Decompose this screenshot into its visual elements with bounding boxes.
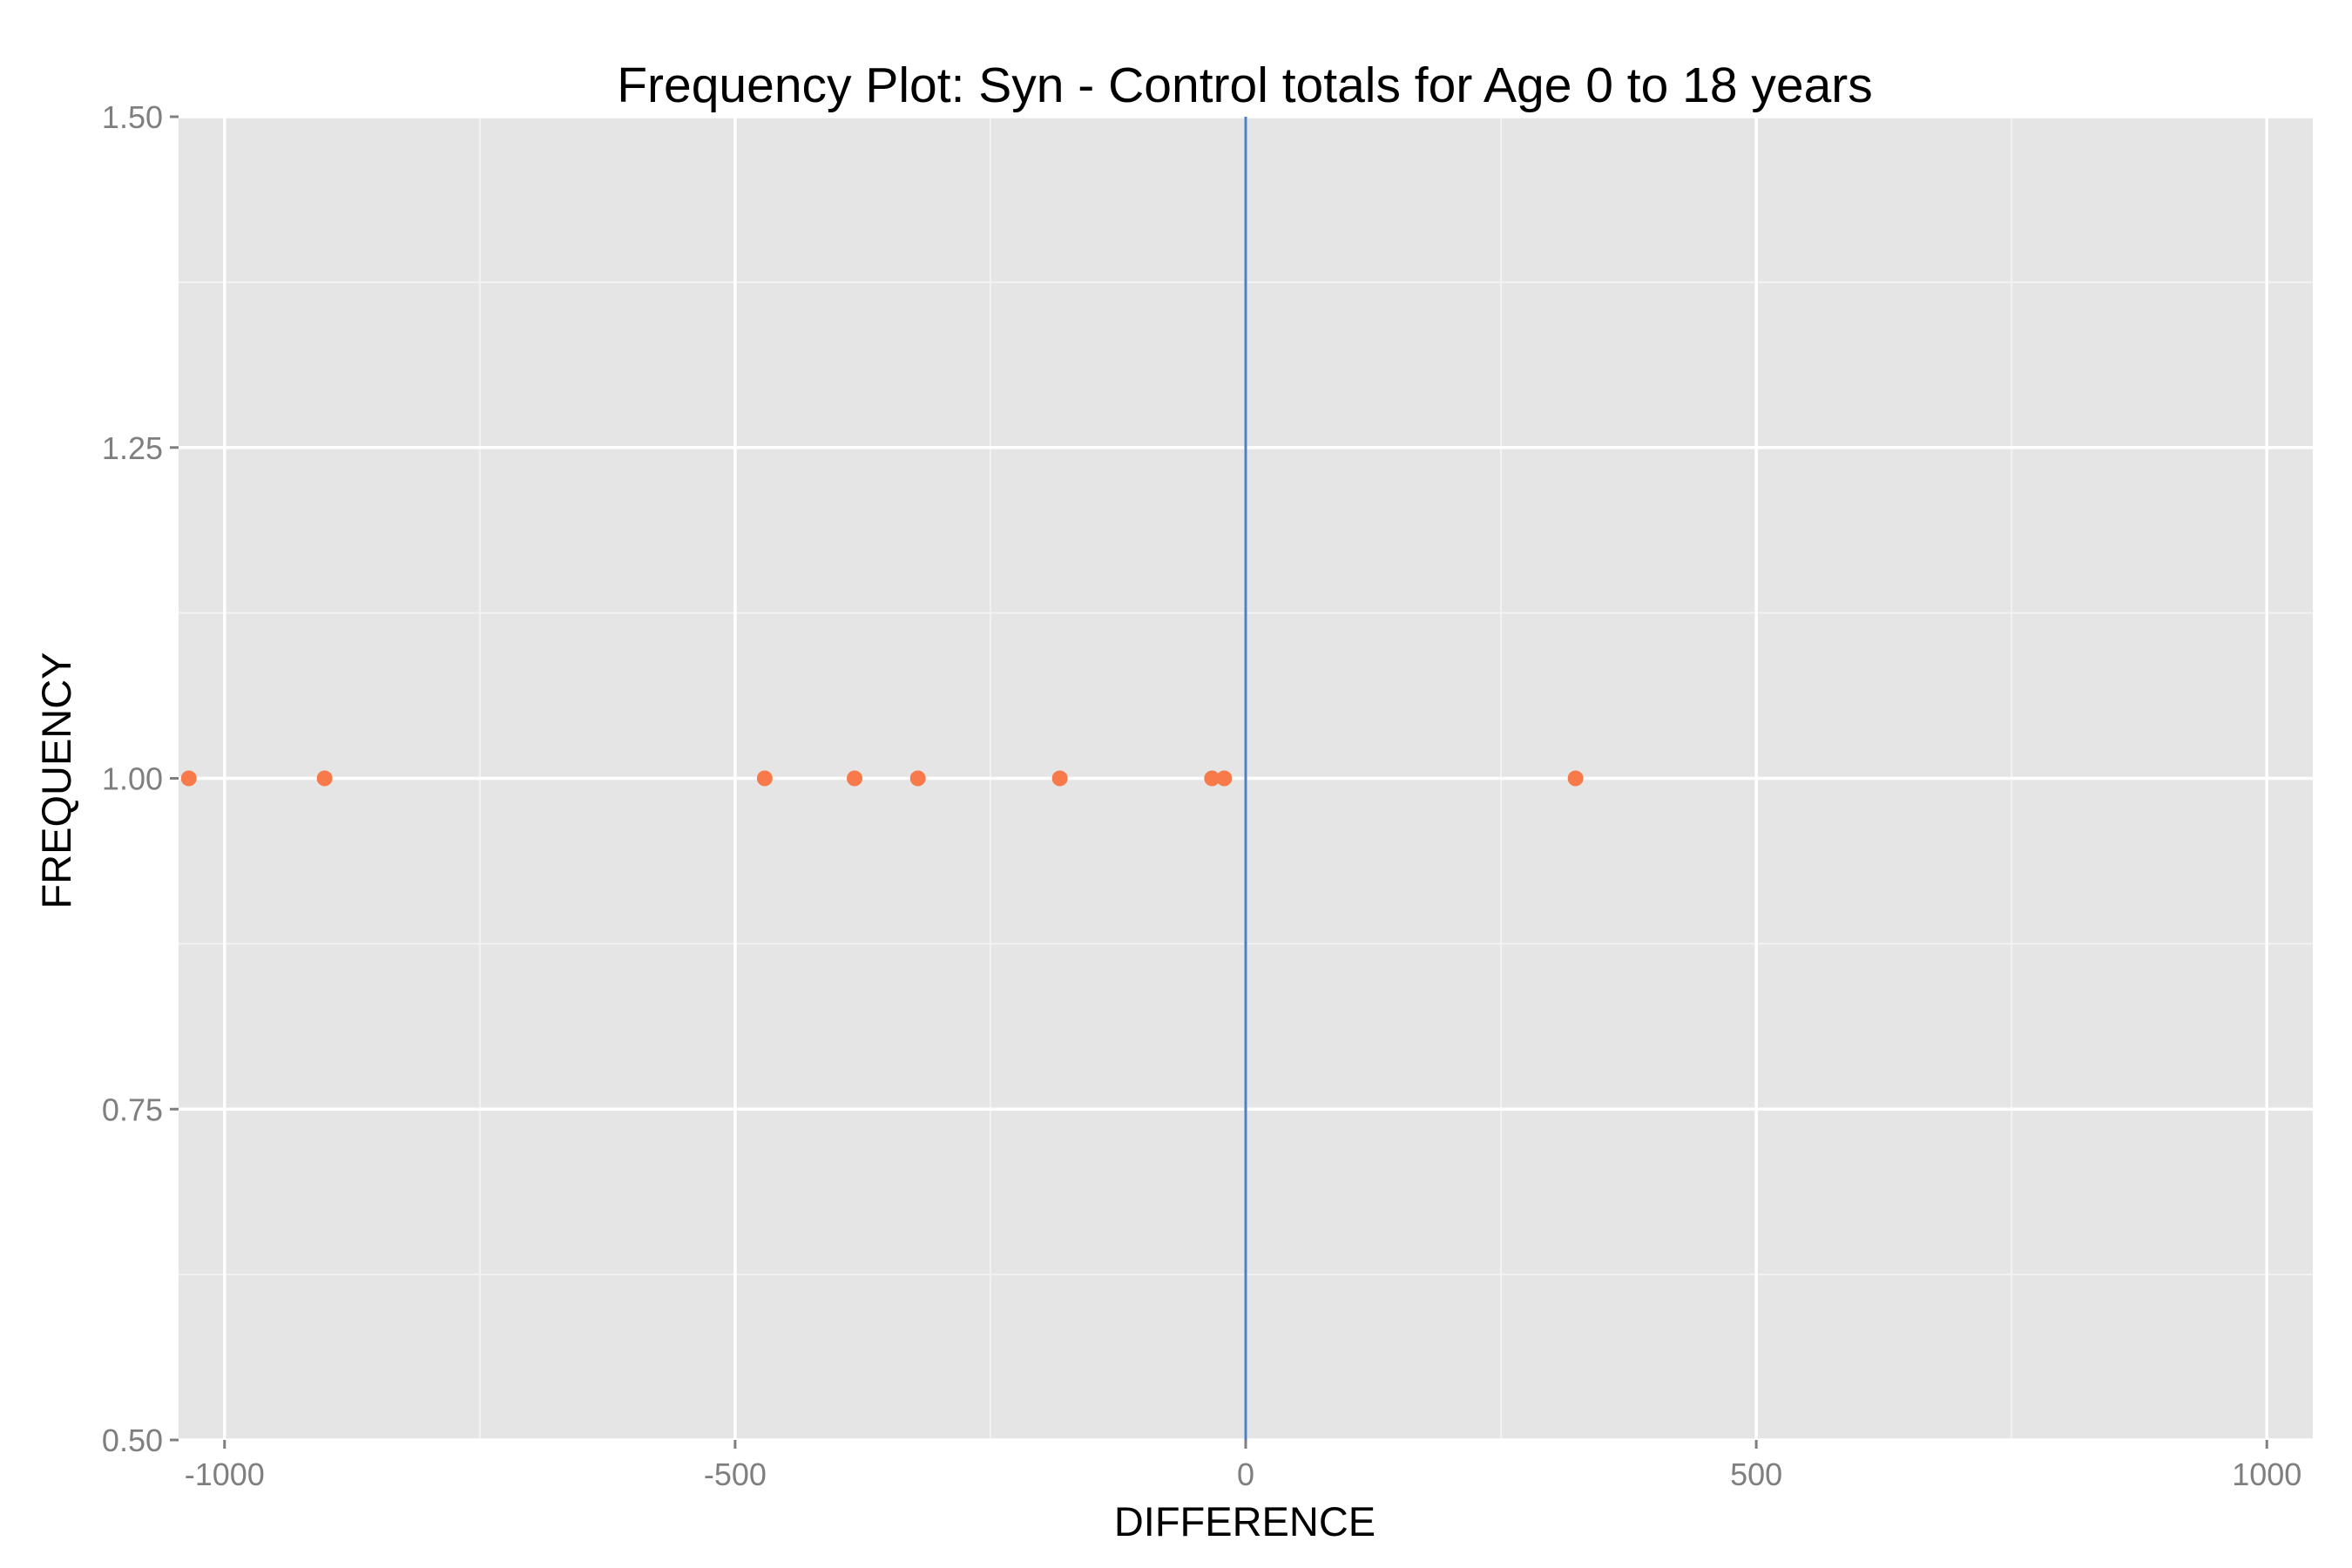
chart-title: Frequency Plot: Syn - Control totals for… [617,57,1873,113]
x-tick-label: 0 [1237,1456,1254,1492]
y-tick-label: 1.50 [102,99,163,135]
data-point [1204,770,1220,787]
data-points [180,770,1584,787]
data-point [756,770,773,787]
data-point [1051,770,1068,787]
data-point [1567,770,1584,787]
x-axis-title: DIFFERENCE [1114,1498,1375,1544]
data-point [1216,770,1233,787]
x-tick-label: -500 [704,1456,767,1492]
data-point [316,770,333,787]
data-point [180,770,197,787]
x-tick-label: 500 [1730,1456,1782,1492]
axes: -1000 -500 0 500 1000 0.50 0.75 1.00 1.25 1.50 [102,99,2301,1492]
y-axis-title: FREQUENCY [33,652,79,909]
x-tick-label: 1000 [2232,1456,2301,1492]
y-tick-label: 1.25 [102,430,163,466]
data-point [909,770,926,787]
y-tick-label: 1.00 [102,761,163,797]
y-tick-label: 0.50 [102,1423,163,1458]
data-point [847,770,863,787]
x-tick-label: -1000 [185,1456,265,1492]
y-tick-label: 0.75 [102,1092,163,1127]
